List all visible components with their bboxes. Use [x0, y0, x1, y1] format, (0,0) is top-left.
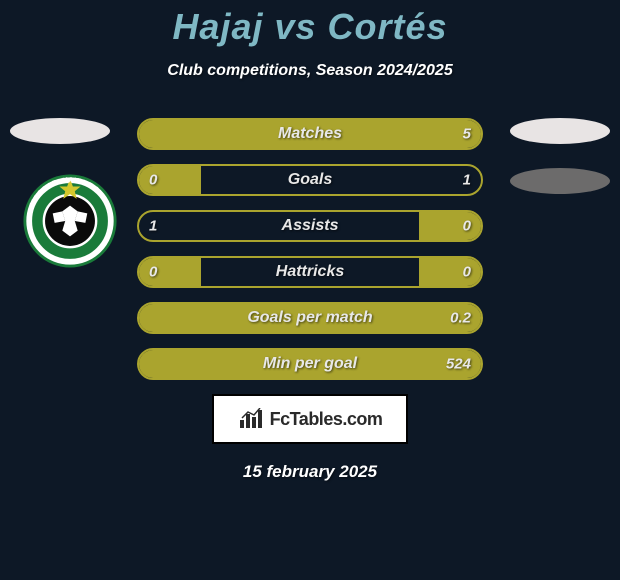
stat-label: Hattricks	[276, 263, 344, 281]
stats-area: MACCABI HAIFA F.C Matches 5 0 Goals 1 1 Assist…	[0, 118, 620, 482]
stat-value-right: 0.2	[450, 310, 471, 327]
stat-value-right: 0	[463, 264, 471, 281]
stat-label: Assists	[282, 217, 339, 235]
stat-label: Min per goal	[263, 355, 357, 373]
stat-row: 0 Goals 1	[137, 164, 483, 196]
stat-value-right: 524	[446, 356, 471, 373]
stat-value-left: 0	[149, 264, 157, 281]
stat-value-left: 1	[149, 218, 157, 235]
player-left-avatar	[10, 118, 110, 144]
club-badge-left: MACCABI HAIFA F.C	[22, 173, 118, 269]
comparison-title: Hajaj vs Cortés	[0, 0, 620, 48]
stat-row: Matches 5	[137, 118, 483, 150]
stat-label: Goals	[288, 171, 332, 189]
stat-row: 1 Assists 0	[137, 210, 483, 242]
stat-value-right: 0	[463, 218, 471, 235]
stat-row: 0 Hattricks 0	[137, 256, 483, 288]
club-crest-icon: MACCABI HAIFA F.C	[22, 173, 118, 269]
stat-value-right: 5	[463, 126, 471, 143]
snapshot-date: 15 february 2025	[0, 462, 620, 482]
stat-label: Matches	[278, 125, 342, 143]
brand-chart-icon	[238, 408, 266, 430]
player-right-avatar	[510, 118, 610, 144]
stat-value-right: 1	[463, 172, 471, 189]
stat-value-left: 0	[149, 172, 157, 189]
comparison-subtitle: Club competitions, Season 2024/2025	[0, 62, 620, 80]
stat-fill-right	[419, 212, 481, 240]
brand-watermark: FcTables.com	[212, 394, 408, 444]
stat-row: Goals per match 0.2	[137, 302, 483, 334]
stat-label: Goals per match	[247, 309, 372, 327]
stat-row: Min per goal 524	[137, 348, 483, 380]
player-right-avatar-alt	[510, 168, 610, 194]
brand-text: FcTables.com	[270, 409, 383, 430]
stat-fill-right	[419, 258, 481, 286]
